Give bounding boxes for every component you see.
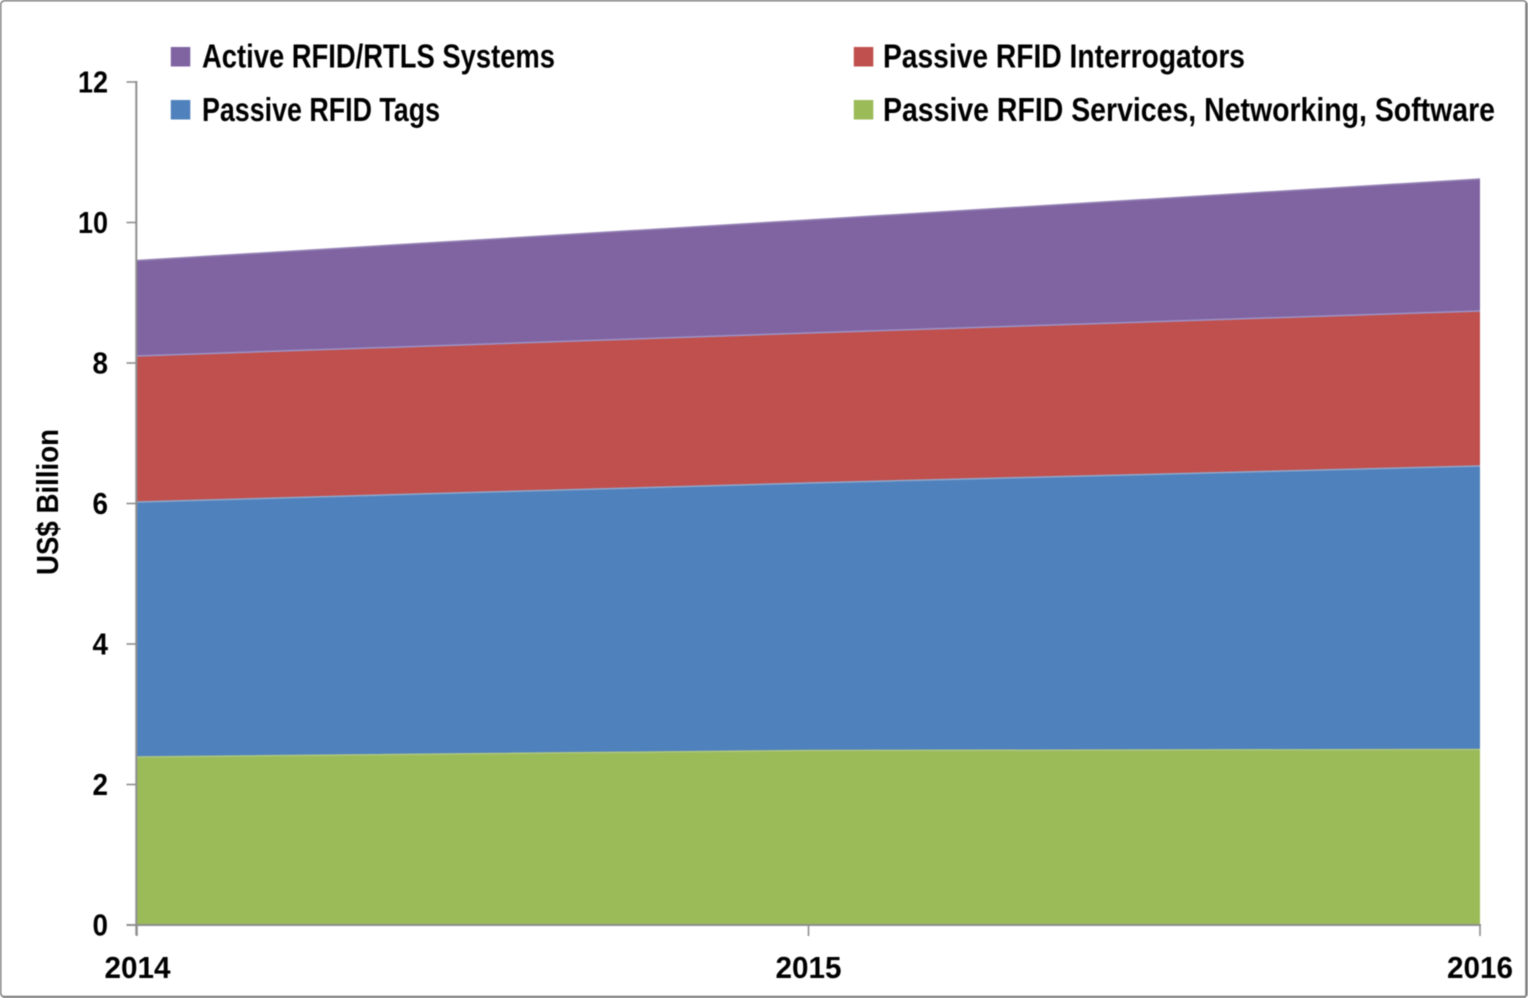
- svg-text:10: 10: [78, 205, 108, 240]
- svg-text:2: 2: [93, 767, 109, 802]
- svg-text:2016: 2016: [1447, 950, 1513, 985]
- svg-text:2015: 2015: [776, 950, 842, 985]
- svg-text:Passive RFID Services, Network: Passive RFID Services, Networking, Softw…: [883, 91, 1495, 128]
- svg-text:8: 8: [93, 346, 109, 381]
- svg-text:4: 4: [93, 627, 109, 662]
- svg-text:0: 0: [93, 908, 109, 943]
- svg-text:US$ Billion: US$ Billion: [30, 429, 65, 575]
- svg-text:2014: 2014: [105, 950, 172, 985]
- svg-text:Active RFID/RTLS Systems: Active RFID/RTLS Systems: [202, 38, 555, 75]
- svg-text:12: 12: [78, 65, 108, 100]
- svg-text:Passive RFID Interrogators: Passive RFID Interrogators: [883, 38, 1245, 75]
- svg-text:Passive RFID Tags: Passive RFID Tags: [202, 91, 440, 128]
- svg-text:6: 6: [93, 486, 109, 521]
